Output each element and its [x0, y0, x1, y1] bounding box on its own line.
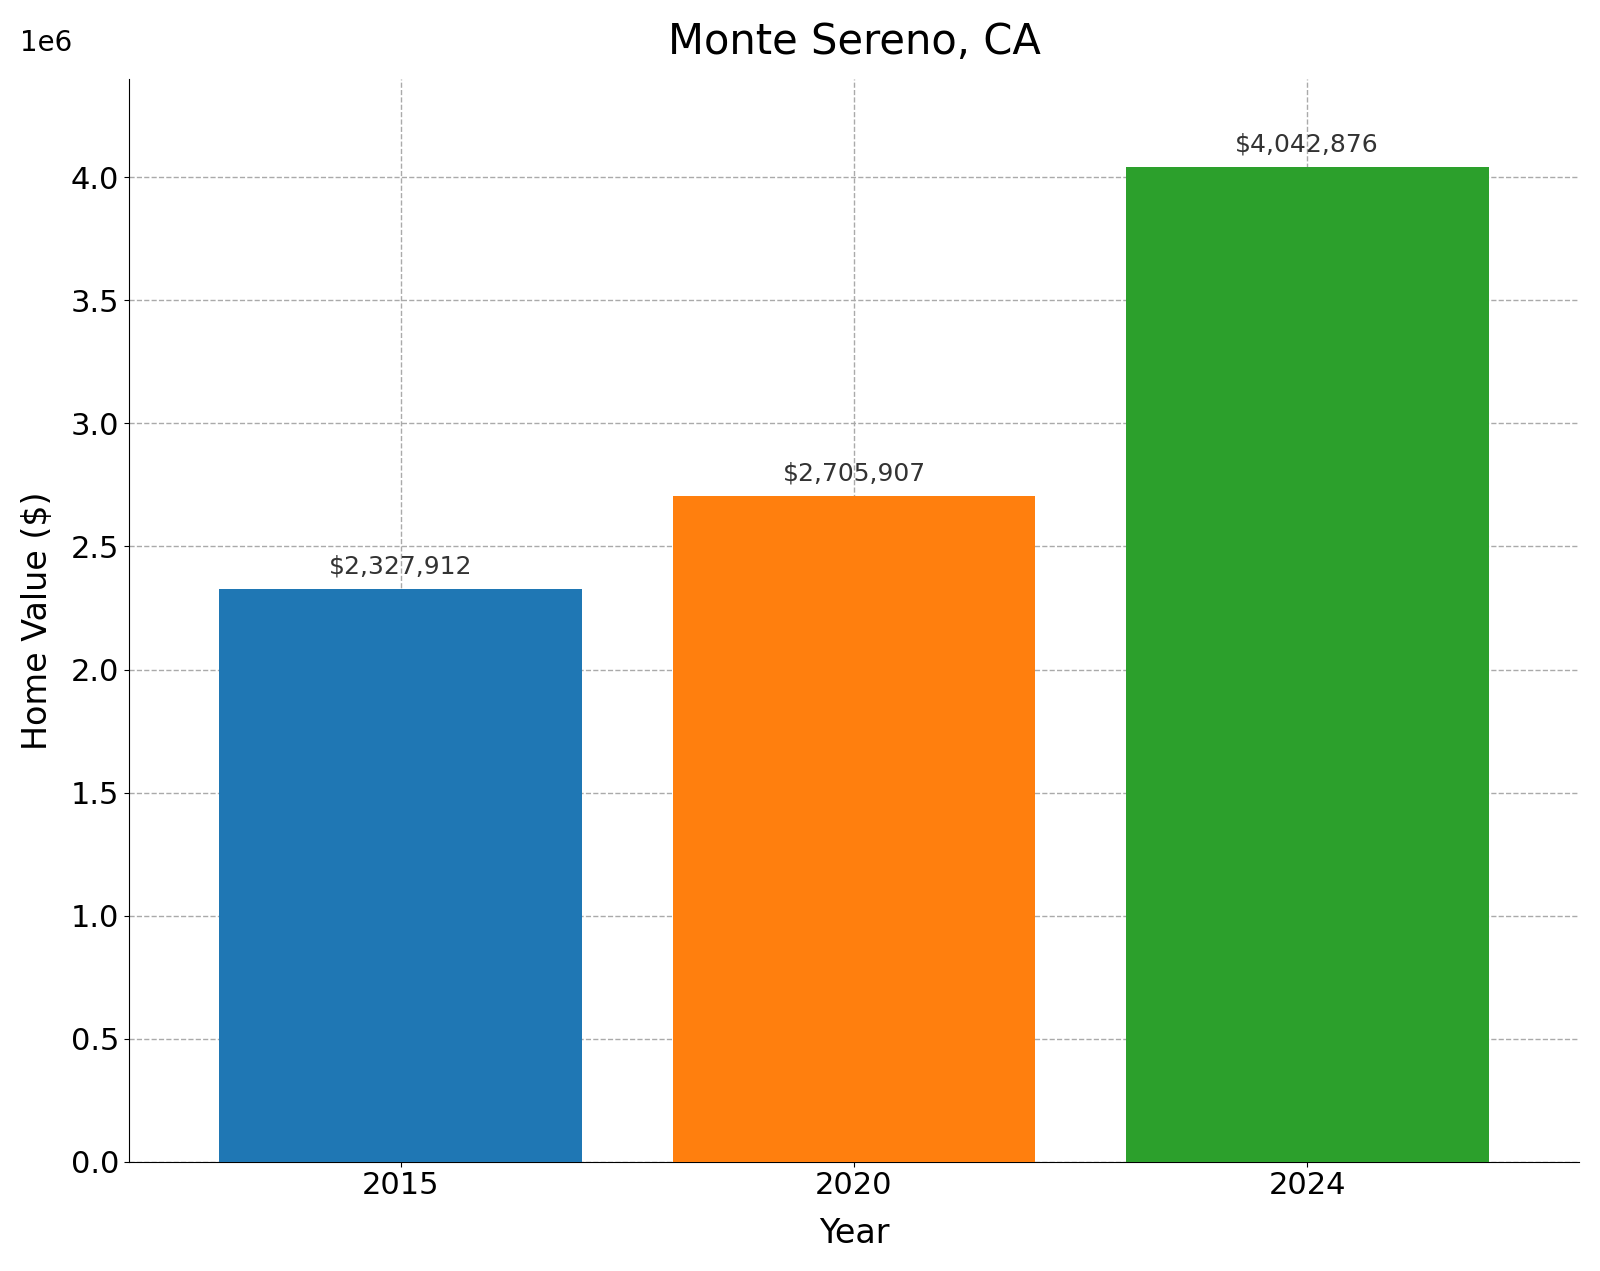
- Y-axis label: Home Value ($): Home Value ($): [21, 491, 54, 750]
- Text: $2,705,907: $2,705,907: [782, 461, 925, 486]
- Text: 1e6: 1e6: [19, 29, 72, 57]
- Bar: [219, 588, 582, 1162]
- Text: $2,327,912: $2,327,912: [330, 555, 472, 580]
- X-axis label: Year: Year: [819, 1218, 890, 1251]
- Title: Monte Sereno, CA: Monte Sereno, CA: [667, 20, 1040, 62]
- Bar: [1126, 167, 1488, 1162]
- Text: $4,042,876: $4,042,876: [1235, 133, 1379, 156]
- Bar: [672, 496, 1035, 1162]
